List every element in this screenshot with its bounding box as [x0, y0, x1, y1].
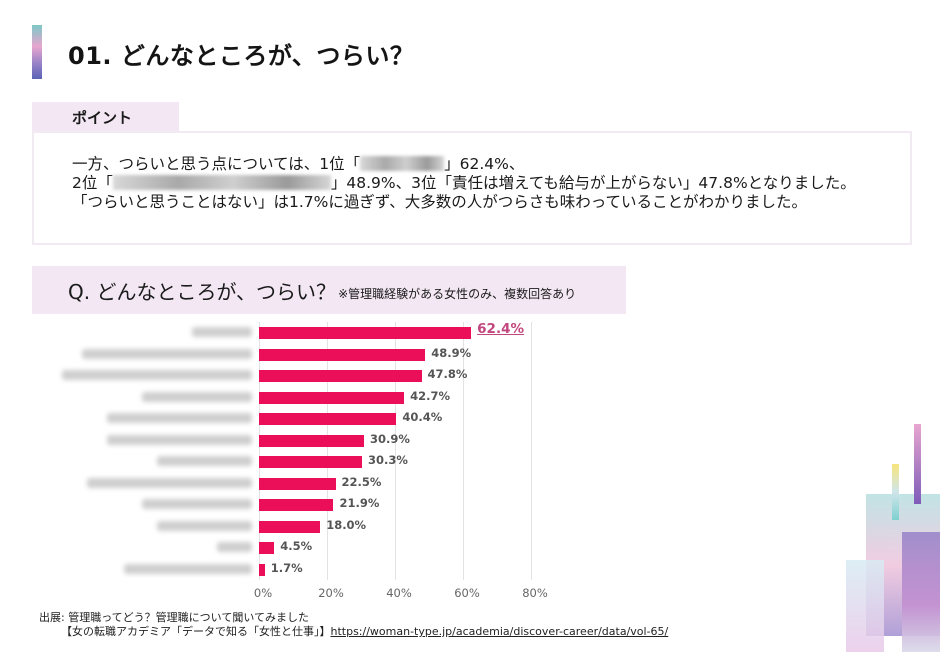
bar	[259, 520, 321, 533]
bar-row: 18.0%	[0, 516, 560, 537]
x-tick-label: 20%	[318, 586, 344, 600]
bar-chart: 0% 20% 40% 60% 80% 62.4% 48.9% 47.8% 42.7% 40.4% 3…	[0, 318, 560, 608]
bar-row: 48.9%	[0, 344, 560, 365]
bar-value-label: 40.4%	[402, 410, 443, 424]
category-label-redacted	[87, 477, 252, 488]
gridline	[395, 322, 396, 580]
bar-row: 42.7%	[0, 387, 560, 408]
bar	[259, 434, 365, 447]
bar	[259, 327, 472, 339]
category-label-redacted	[157, 520, 252, 531]
bar	[259, 391, 405, 404]
bar	[259, 370, 422, 382]
category-label-redacted	[107, 434, 252, 445]
question-title: Q. どんなところが、つらい？	[68, 279, 337, 304]
bar-row: 62.4%	[0, 321, 560, 343]
title-accent-bar	[32, 25, 42, 79]
category-label-redacted	[157, 456, 252, 466]
category-label-redacted	[62, 370, 252, 380]
bar-value-label: 42.7%	[410, 388, 451, 403]
category-label-redacted	[107, 413, 252, 423]
bar-row: 40.4%	[0, 408, 560, 429]
source-publication: 【女の転職アカデミア「データで知る「女性と仕事」】	[61, 625, 331, 638]
bar-value-label: 18.0%	[326, 517, 367, 532]
category-label-redacted	[82, 348, 252, 359]
category-label-redacted	[192, 327, 252, 337]
bar-value-label: 4.5%	[280, 539, 313, 553]
category-label-redacted	[124, 563, 252, 574]
question-header: Q. どんなところが、つらい？ ※管理職経験がある女性のみ、複数回答あり	[32, 266, 626, 314]
x-tick-label: 80%	[522, 586, 548, 600]
point-summary-box: 一方、つらいと思う点については、1位「 」62.4%、 2位「 」48.9%、3位「…	[32, 131, 912, 245]
category-label-redacted	[142, 499, 252, 509]
bar-value-label: 62.4%	[477, 321, 524, 337]
x-tick-label: 0%	[253, 586, 273, 600]
point-tab: ポイント	[32, 102, 179, 132]
bar-value-label: 21.9%	[339, 496, 380, 510]
bar-row: 47.8%	[0, 365, 560, 386]
bar-value-label: 30.3%	[368, 453, 408, 467]
bar-value-label: 48.9%	[431, 345, 472, 360]
gridline	[463, 322, 464, 580]
gridline	[327, 322, 328, 580]
category-label-redacted	[217, 542, 252, 552]
bar-value-label: 30.9%	[370, 431, 410, 446]
redacted-text	[112, 175, 331, 190]
bar-value-label: 47.8%	[427, 367, 468, 381]
bar	[259, 542, 275, 554]
bar-row: 22.5%	[0, 473, 560, 494]
category-label-redacted	[142, 391, 252, 402]
bar-row: 1.7%	[0, 559, 560, 580]
bar	[259, 563, 265, 576]
bar-value-label: 22.5%	[341, 474, 382, 489]
bar-value-label: 1.7%	[270, 560, 303, 575]
bar	[259, 348, 426, 361]
gridline	[259, 322, 260, 580]
bar	[259, 413, 397, 425]
summary-line-3: 「つらいと思うことはない」は1.7%に過ぎず、大多数の人がつらさも味わっているこ…	[72, 193, 808, 211]
bar	[259, 477, 336, 490]
x-tick-label: 60%	[454, 586, 480, 600]
source-citation: 出展: 管理職ってどう？管理職について聞いてみました 【女の転職アカデミア「デー…	[39, 611, 668, 639]
bar-row: 30.9%	[0, 430, 560, 451]
bar-row: 4.5%	[0, 537, 560, 558]
bar-row: 30.3%	[0, 451, 560, 472]
point-tab-label: ポイント	[72, 108, 133, 127]
bar-row: 21.9%	[0, 494, 560, 515]
question-note: ※管理職経験がある女性のみ、複数回答あり	[338, 286, 577, 301]
source-link[interactable]: https://woman-type.jp/academia/discover-…	[330, 625, 669, 638]
redacted-text	[360, 156, 445, 171]
page-title: 01. どんなところが、つらい？	[68, 42, 415, 70]
gridline	[531, 322, 532, 580]
bar	[259, 499, 334, 511]
summary-line-1: 一方、つらいと思う点については、1位「 」62.4%、	[72, 155, 525, 173]
summary-line-2: 2位「 」48.9%、3位「責任は増えても給与が上がらない」47.8%となりました…	[72, 174, 856, 192]
x-tick-label: 40%	[386, 586, 412, 600]
source-label: 出展: 管理職ってどう？管理職について聞いてみました	[39, 611, 309, 624]
bar	[259, 456, 363, 468]
